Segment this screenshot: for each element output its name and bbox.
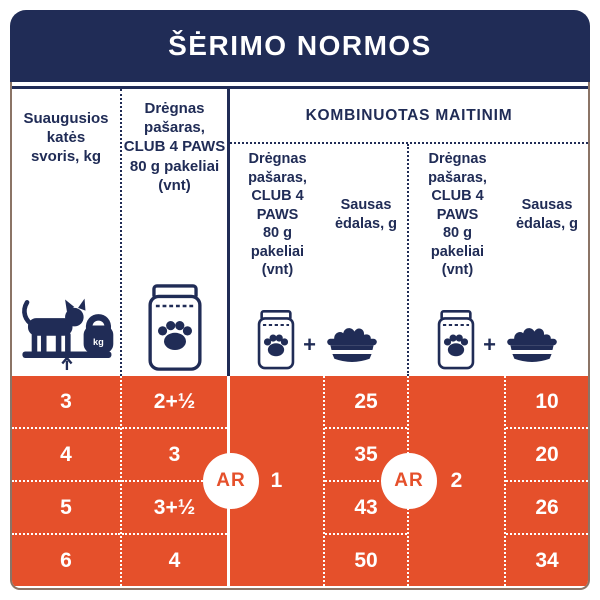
feeding-table: Suaugusios katės svoris, kg — [12, 86, 588, 588]
or-badge-1: AR — [203, 453, 259, 509]
combo-group-1: Drėgnas pašaras, CLUB 4 PAWS 80 g pakeli… — [230, 144, 409, 376]
table-body: Suaugusios katės svoris, kg — [10, 82, 590, 590]
card: ŠĖRIMO NORMOS Suaugusios katės svoris, k… — [10, 10, 590, 590]
combo-group-1-icons: + — [230, 286, 407, 376]
combo1-wet-count: 1 — [270, 469, 283, 492]
combo2-dry-value: 34 — [506, 533, 588, 586]
wet-only-value: 4 — [122, 533, 227, 586]
weight-value: 3 — [60, 389, 72, 413]
column-wet-only: Drėgnas pašaras, CLUB 4 PAWS 80 g pakeli… — [122, 89, 230, 376]
plus-sign: + — [303, 332, 316, 357]
combo2-dry-value: 26 — [506, 480, 588, 533]
combined-header-divider — [230, 142, 588, 144]
combo2-dry-value: 20 — [506, 427, 588, 480]
combo-group-2-headers: Drėgnas pašaras, CLUB 4 PAWS 80 g pakeli… — [409, 144, 588, 286]
wet-pouch-icon — [257, 310, 295, 370]
combo-group-2: Drėgnas pašaras, CLUB 4 PAWS 80 g pakeli… — [409, 144, 588, 376]
combo1-dry-value: 25 — [354, 389, 378, 413]
cat-weight-icon: kg — [15, 292, 117, 376]
wet-pouch-icon — [146, 284, 204, 376]
weight-values-column: 3 4 5 6 — [12, 376, 122, 586]
weight-value: 6 — [12, 533, 120, 586]
wet-only-value: 3+½ — [122, 480, 227, 533]
combo1-dry-value: 43 — [325, 480, 407, 533]
dry-bowl-icon — [327, 328, 377, 362]
combo2-dry-header: Sausas ėdalas, g — [515, 197, 579, 232]
kg-label: kg — [93, 337, 104, 347]
combo2-dry-value: 10 — [535, 389, 559, 413]
combo1-wet-count-column: 1 — [230, 376, 325, 586]
combo1-dry-value: 50 — [325, 533, 407, 586]
plus-sign: + — [483, 332, 496, 357]
column-combined-feeding: KOMBINUOTAS MAITINIM Drėgnas pašaras, CL… — [230, 89, 588, 376]
table-header: Suaugusios katės svoris, kg — [12, 89, 588, 376]
weight-value: 5 — [12, 480, 120, 533]
wet-only-value: 3 — [122, 427, 227, 480]
combined-groups: Drėgnas pašaras, CLUB 4 PAWS 80 g pakeli… — [230, 144, 588, 376]
combo2-wet-count-column: 2 — [409, 376, 506, 586]
wet-only-value: 2+½ — [153, 389, 196, 413]
combo1-wet-header: Drėgnas pašaras, CLUB 4 PAWS 80 g pakeli… — [248, 151, 307, 279]
combo2-wet-count: 2 — [450, 469, 463, 492]
wet-only-values-column: 2+½ 3 3+½ 4 — [122, 376, 230, 586]
column-weight: Suaugusios katės svoris, kg — [12, 89, 122, 376]
combo1-dry-header: Sausas ėdalas, g — [334, 197, 398, 232]
or-badge-2: AR — [381, 453, 437, 509]
combo2-dry-values-column: 10 20 26 34 — [506, 376, 588, 586]
weight-value: 4 — [12, 427, 120, 480]
wet-pouch-icon — [437, 310, 475, 370]
combo2-wet-header: Drėgnas pašaras, CLUB 4 PAWS 80 g pakeli… — [428, 151, 487, 279]
title-bar: ŠĖRIMO NORMOS — [10, 10, 590, 82]
table-data: 3 4 5 6 2+½ 3 3+½ 4 1 2 — [12, 376, 588, 586]
dry-bowl-icon — [507, 328, 557, 362]
combo1-dry-value: 35 — [325, 427, 407, 480]
page-title: ŠĖRIMO NORMOS — [168, 30, 432, 61]
or-label: AR — [394, 470, 424, 491]
combo-group-1-headers: Drėgnas pašaras, CLUB 4 PAWS 80 g pakeli… — [230, 144, 407, 286]
weight-header: Suaugusios katės svoris, kg — [23, 110, 109, 166]
wet-only-header: Drėgnas pašaras, CLUB 4 PAWS 80 g pakeli… — [123, 100, 226, 194]
combo-group-2-icons: + — [409, 286, 588, 376]
combined-header: KOMBINUOTAS MAITINIM — [305, 106, 513, 124]
or-label: AR — [216, 470, 246, 491]
